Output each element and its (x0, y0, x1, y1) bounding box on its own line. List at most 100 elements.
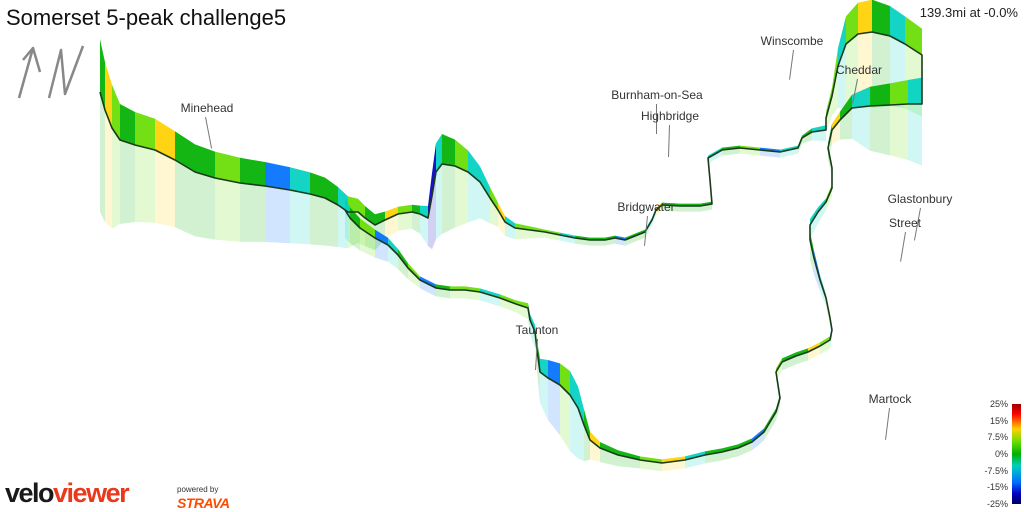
elevation-segment (640, 456, 662, 463)
legend-label: 0% (994, 449, 1008, 459)
elevation-segment (175, 131, 195, 172)
curtain-segment (584, 425, 590, 462)
curtain-segment (838, 44, 846, 109)
curtain-segment (428, 196, 432, 250)
elevation-segment (385, 206, 398, 220)
elevation-segment (500, 294, 516, 304)
curtain-segment (832, 66, 838, 116)
curtain-segment (325, 198, 338, 247)
elevation-segment (388, 237, 398, 255)
elevation-segment (420, 276, 436, 288)
place-label-martock: Martock (868, 392, 912, 406)
curtain-segment (708, 150, 722, 164)
place-label-minehead: Minehead (180, 101, 234, 115)
curtain-segment (818, 202, 826, 224)
elevation-segment (840, 94, 852, 120)
curtain-segment (530, 320, 535, 349)
curtain-segment (505, 222, 515, 240)
curtain-segment (590, 240, 605, 246)
curtain-segment (782, 356, 796, 371)
elevation-segment (905, 16, 922, 55)
curtain-segment (548, 378, 560, 436)
veloviewer-logo[interactable]: veloviewer (5, 480, 130, 507)
curtain-segment (290, 190, 310, 245)
curtain-segment (764, 422, 770, 441)
north-arrow-icon[interactable] (15, 42, 90, 100)
elevation-segment (490, 187, 498, 210)
elevation-segment (215, 151, 240, 183)
elevation-segment (455, 139, 468, 172)
curtain-segment (826, 188, 832, 211)
curtain-segment (420, 280, 436, 297)
elevation-segment (584, 409, 590, 440)
legend-label: 15% (989, 415, 1008, 426)
elevation-segment (450, 286, 465, 290)
elevation-segment (135, 112, 155, 150)
elevation-segment (846, 2, 858, 45)
compass-arrow-left (17, 46, 42, 99)
curtain-segment (265, 186, 290, 244)
elevation-segment (530, 226, 545, 232)
curtain-segment (112, 128, 120, 229)
curtain-segment (812, 130, 826, 142)
elevation-segment (240, 157, 265, 186)
curtain-segment (490, 198, 498, 227)
curtain-segment (826, 96, 832, 132)
elevation-segment (436, 284, 450, 290)
legend-label: 25% (989, 399, 1008, 409)
elevation-segment (782, 352, 796, 362)
elevation-segment (365, 206, 375, 225)
elevation-segment (112, 84, 120, 140)
elevation-segment (832, 111, 840, 130)
curtain-segment (625, 236, 635, 246)
elevation-segment (618, 450, 640, 460)
curtain-segment (545, 232, 560, 241)
curtain-segment (388, 245, 398, 269)
curtain-segment (442, 164, 455, 234)
elevation-segment (480, 288, 500, 298)
elevation-segment (375, 211, 385, 225)
place-label-cheddar: Cheddar (835, 63, 883, 77)
curtain-segment (890, 104, 908, 160)
curtain-segment (480, 182, 490, 224)
elevation-segment (890, 80, 908, 105)
curtain-segment (656, 205, 662, 216)
place-label-bridgwater: Bridgwater (617, 200, 675, 214)
curtain-segment (802, 132, 812, 144)
curtain-segment (100, 92, 105, 222)
curtain-segment (215, 178, 240, 242)
elevation-segment (832, 48, 838, 96)
route-stats: 139.3mi at -0.0% (919, 5, 1018, 20)
elevation-segment (310, 172, 325, 198)
elevation-segment (808, 342, 820, 352)
curtain-segment (450, 290, 465, 299)
curtain-segment (420, 214, 428, 246)
elevation-segment (375, 229, 388, 245)
curtain-segment (560, 385, 570, 451)
curtain-segment (600, 448, 618, 467)
powered-by-text: powered by (177, 485, 219, 494)
curtain-segment (468, 172, 480, 223)
elevation-segment (345, 198, 350, 218)
elevation-segment (908, 77, 922, 104)
curtain-segment (385, 214, 398, 240)
elevation-segment (265, 162, 290, 190)
elevation-segment (408, 263, 420, 280)
curtain-segment (537, 350, 540, 403)
elevation-segment (105, 62, 112, 128)
elevation-segment (662, 456, 685, 463)
curtain-segment (436, 288, 450, 299)
elevation-segment (548, 360, 560, 385)
curtain-segment (590, 440, 600, 462)
place-label-street: Street (888, 216, 922, 230)
curtain-segment (465, 290, 480, 301)
place-label-winscombe: Winscombe (760, 34, 824, 48)
curtain-segment (810, 240, 814, 275)
curtain-segment (852, 106, 870, 151)
curtain-segment (770, 412, 776, 431)
place-label-highbridge: Highbridge (640, 109, 700, 123)
strava-logo[interactable]: STRAVA (177, 495, 230, 511)
curtain-segment (635, 232, 645, 242)
curtain-segment (105, 110, 112, 229)
